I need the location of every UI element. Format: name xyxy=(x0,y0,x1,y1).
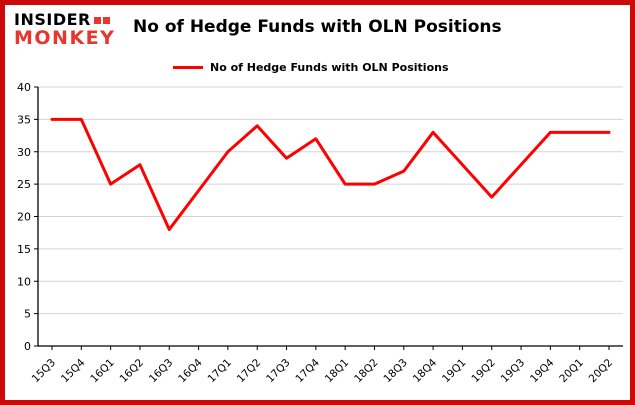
y-tick-label: 10 xyxy=(17,275,31,288)
chart-title: No of Hedge Funds with OLN Positions xyxy=(133,17,502,37)
x-tick-label: 19Q3 xyxy=(499,357,528,386)
x-tick-label: 18Q2 xyxy=(352,357,381,386)
x-tick-label: 18Q3 xyxy=(381,357,410,386)
y-tick-label: 15 xyxy=(17,243,31,256)
line-chart: 0 5 10 15 20 25 30 35 40 15Q3 15Q4 16Q1 16Q2 16Q3 16Q4… xyxy=(17,81,623,386)
x-tick-label: 16Q3 xyxy=(147,357,176,386)
y-tick-label: 5 xyxy=(24,308,31,321)
logo-monkey-text: MONKEY xyxy=(14,26,116,49)
y-tick-label: 25 xyxy=(17,178,31,191)
legend-line-swatch xyxy=(173,66,203,69)
x-tick-label: 15Q3 xyxy=(30,357,59,386)
x-tick-label: 17Q3 xyxy=(264,357,293,386)
x-tick-label: 17Q4 xyxy=(293,356,322,385)
x-tick-label: 20Q1 xyxy=(557,357,586,386)
x-tick-label: 18Q4 xyxy=(411,356,440,385)
x-tick-label: 19Q1 xyxy=(440,357,469,386)
legend-label: No of Hedge Funds with OLN Positions xyxy=(210,61,449,74)
x-tick-label: 15Q4 xyxy=(59,356,88,385)
x-tick-label: 16Q1 xyxy=(88,357,117,386)
y-tick-label: 30 xyxy=(17,146,31,159)
y-tick-label: 20 xyxy=(17,211,31,224)
x-tick-label: 20Q2 xyxy=(587,357,616,386)
insider-monkey-logo: INSIDER MONKEY xyxy=(14,10,116,49)
logo-insider-text: INSIDER xyxy=(14,10,91,29)
y-tick-label: 35 xyxy=(17,113,31,126)
series-line xyxy=(50,117,611,231)
x-tick-label: 16Q2 xyxy=(118,357,147,386)
y-tick-label: 0 xyxy=(24,340,31,353)
y-tick-label: 40 xyxy=(17,81,31,94)
x-tick-label: 18Q1 xyxy=(323,357,352,386)
x-tick-label: 16Q4 xyxy=(176,356,205,385)
logo-blocks-icon xyxy=(93,16,110,24)
x-tick-label: 19Q4 xyxy=(528,356,557,385)
x-tick-label: 17Q2 xyxy=(235,357,264,386)
chart-legend: No of Hedge Funds with OLN Positions xyxy=(173,61,449,74)
x-tick-label: 17Q1 xyxy=(206,357,235,386)
x-tick-label: 19Q2 xyxy=(469,357,498,386)
